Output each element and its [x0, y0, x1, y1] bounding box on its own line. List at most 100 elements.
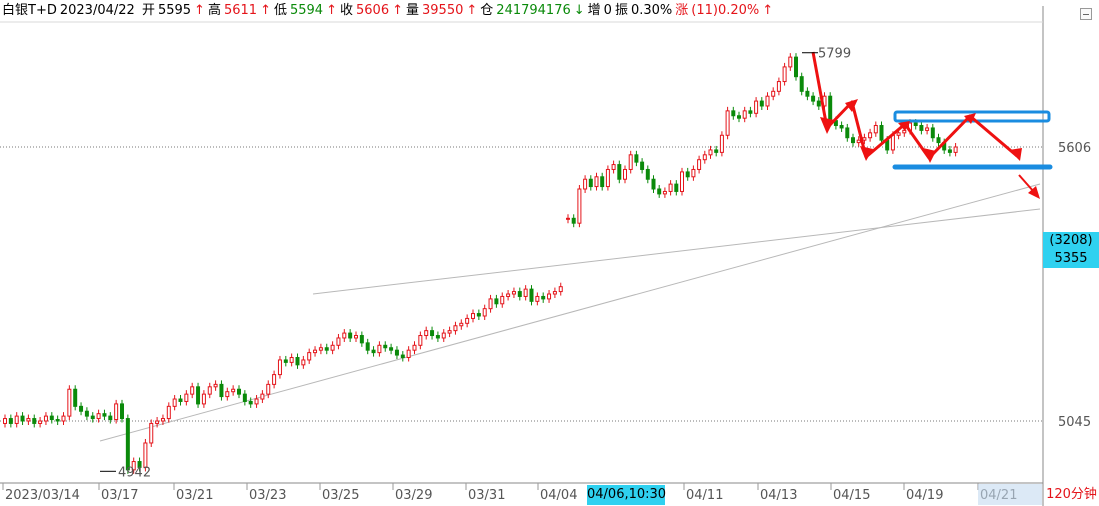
candle-body [925, 127, 930, 131]
candle-body [213, 383, 218, 388]
date-axis: 2023/03/14 03/17 03/21 03/23 03/25 03/29 03/31… [2, 483, 1042, 505]
arrow-head [1009, 148, 1022, 161]
candle-body [160, 418, 165, 422]
date-tick-label: 04/13 [760, 488, 797, 503]
right-axis-label: 5045 [1058, 415, 1091, 430]
change-value: (11)0.20% [691, 3, 760, 18]
low-value: 5594 [289, 3, 324, 18]
close-arrow: ↑ [392, 3, 403, 18]
candle-body [662, 190, 667, 195]
candle-body [272, 374, 277, 385]
candle-body [3, 418, 7, 424]
candle-body [628, 154, 633, 170]
candle-body [879, 125, 884, 141]
forecast-arrow [1018, 174, 1035, 193]
oi-arrow: ↓ [573, 3, 585, 18]
candle-body [862, 137, 867, 141]
candle-body [697, 159, 702, 170]
cursor-count: (3208) [1049, 233, 1093, 248]
candle-body [441, 332, 446, 339]
candle-body [330, 344, 335, 351]
candle-body [737, 115, 741, 119]
candle-body [919, 125, 924, 131]
candle-body [714, 149, 719, 153]
candle-body [225, 391, 230, 398]
volume-arrow: ↑ [466, 3, 478, 18]
candle-body [680, 171, 684, 192]
candle-body [771, 90, 776, 97]
trend-line-upper [312, 208, 1041, 295]
candle-body [49, 415, 54, 421]
period-button[interactable]: 120分钟 [1046, 487, 1097, 502]
candle-body [552, 291, 557, 295]
candle-body [149, 422, 154, 444]
date-tick-label: 04/19 [906, 488, 943, 503]
candle-body [617, 164, 622, 180]
candle-body [465, 317, 470, 324]
minimize-button[interactable] [1080, 8, 1092, 20]
candle-body [207, 386, 212, 395]
candle-body [242, 393, 247, 402]
extreme-markers: 5799 4942 [100, 47, 851, 480]
arrow-head [845, 99, 858, 112]
candle-body [674, 183, 679, 192]
candle-body [494, 298, 499, 305]
arrow-head [964, 113, 976, 124]
change-arrow: ↑ [762, 3, 774, 18]
low-label: 低 [273, 3, 287, 18]
trend-line-lower [99, 183, 1041, 442]
candle-body [38, 420, 43, 424]
candle-body [594, 176, 599, 188]
candle-body [114, 403, 119, 421]
candle-body [371, 349, 376, 354]
candle-body [754, 100, 759, 114]
right-price-axis: 5606 5045 [1058, 141, 1091, 430]
candle-body [529, 288, 534, 302]
candle-body [634, 154, 639, 163]
candle-body [178, 398, 183, 402]
candle-body [32, 418, 37, 424]
trend-lines [99, 183, 1041, 442]
candle-body [96, 413, 101, 420]
close-label: 收 [339, 3, 353, 18]
candle-body [953, 146, 958, 153]
quote-date: 2023/04/22 [59, 3, 135, 18]
candle-body [611, 164, 616, 170]
wave-path [811, 51, 1018, 160]
candle-body [231, 388, 236, 393]
candle-body [759, 100, 764, 107]
candle-body [61, 415, 66, 422]
candle-body [453, 325, 458, 332]
candle-body [623, 168, 627, 180]
candle-body [289, 357, 294, 363]
candle-body [605, 168, 610, 188]
candle-body [125, 418, 130, 471]
candle-body [668, 183, 673, 192]
arrow-head [820, 117, 834, 134]
candle-body [143, 442, 148, 468]
candle-body [307, 352, 312, 361]
increase-value: 0 [603, 3, 612, 18]
open-label: 开 [141, 3, 155, 18]
oi-value: 241794176 [496, 3, 571, 18]
candle-body [873, 125, 878, 134]
candle-body [459, 322, 464, 327]
candle-body [765, 95, 770, 107]
candle-body [190, 386, 195, 395]
candle-body [301, 359, 306, 366]
candle-body [725, 110, 730, 136]
candle-body [913, 122, 918, 127]
cursor-price-value: 5355 [1054, 251, 1088, 266]
annotations [811, 51, 1053, 199]
high-marker-label: 5799 [818, 47, 851, 62]
candle-body [805, 90, 810, 97]
high-value: 5611 [223, 3, 258, 18]
candle-body [856, 139, 861, 144]
date-tick-label: 03/21 [176, 488, 213, 503]
candle-body [748, 110, 753, 114]
candle-body [254, 398, 259, 405]
candle-body [523, 288, 528, 297]
close-value: 5606 [356, 3, 390, 18]
candle-body [237, 388, 241, 395]
